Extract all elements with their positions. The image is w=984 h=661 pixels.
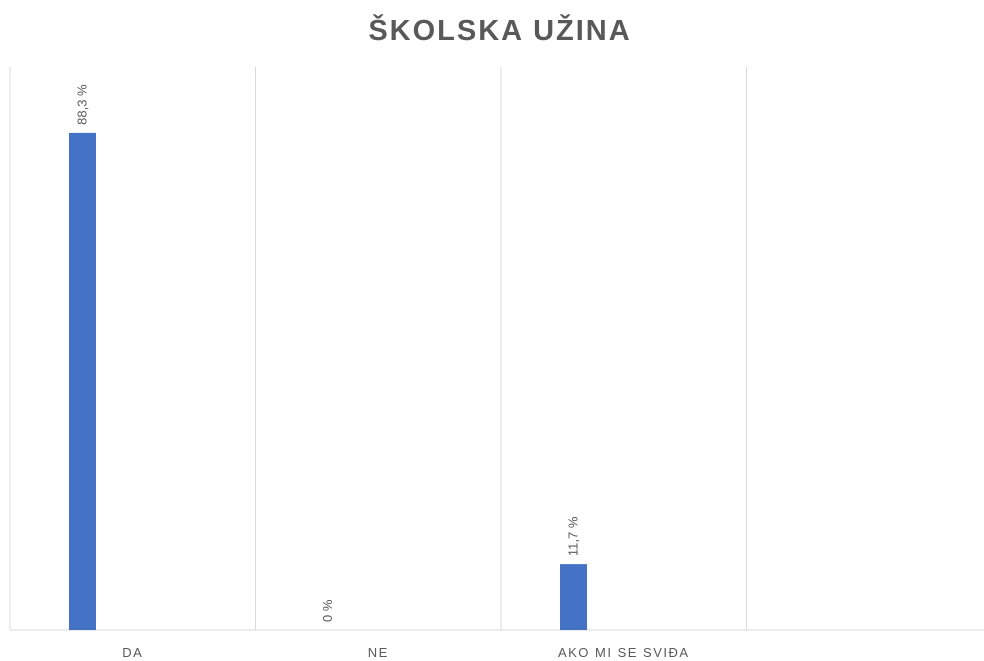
data-label: 0 %: [320, 599, 335, 622]
x-tick-label: AKO MI SE SVIĐA: [558, 645, 690, 660]
chart-title: ŠKOLSKA UŽINA: [368, 13, 631, 47]
data-label: 11,7 %: [566, 516, 581, 556]
x-tick-label: DA: [122, 645, 143, 660]
data-label: 88,3 %: [75, 84, 90, 125]
bar: [69, 132, 96, 630]
x-tick-label: NE: [368, 645, 389, 660]
bar: [560, 564, 587, 630]
